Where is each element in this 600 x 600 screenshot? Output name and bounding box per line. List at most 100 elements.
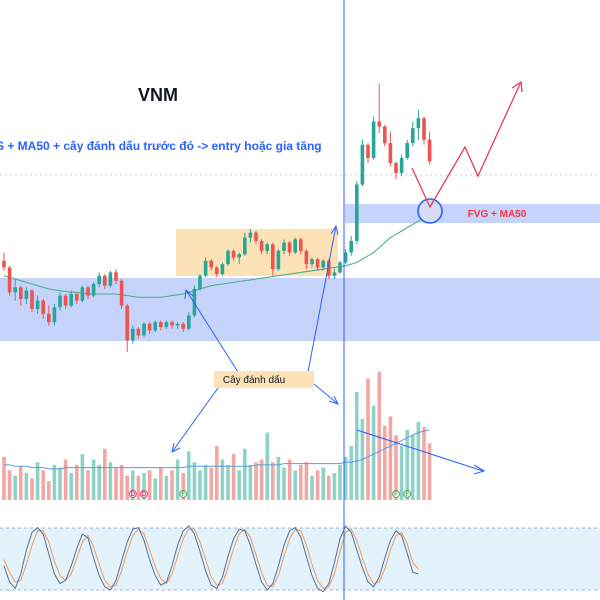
- volume-bar: [254, 462, 258, 500]
- volume-bar: [131, 470, 135, 500]
- callout-label: Cây đánh dấu: [223, 374, 285, 386]
- volume-bar: [287, 459, 292, 500]
- volume-bar: [343, 456, 348, 500]
- candle-body: [103, 275, 107, 286]
- volume-bar: [310, 475, 314, 500]
- candle-body: [192, 288, 197, 316]
- volume-bar: [175, 459, 180, 500]
- volume-bar: [136, 475, 141, 500]
- signal-marker-label: F: [181, 492, 185, 498]
- volume-bar: [243, 448, 247, 500]
- candle-body: [388, 143, 393, 163]
- volume-bar: [58, 467, 62, 500]
- volume-bar: [327, 475, 331, 500]
- volume-bar: [142, 473, 146, 500]
- candle-body: [427, 139, 432, 162]
- candle-body: [304, 250, 309, 265]
- callout-arrow-volume-right-head: [328, 395, 339, 405]
- candle-body: [338, 262, 342, 273]
- candle-body: [299, 239, 303, 251]
- volume-bar: [332, 473, 337, 500]
- candle-body: [243, 237, 247, 255]
- volume-bar: [388, 416, 393, 500]
- candle-body: [226, 250, 230, 265]
- volume-bar: [282, 467, 286, 500]
- volume-bar: [198, 470, 202, 500]
- callout-arrow-breakout-head: [330, 224, 339, 236]
- candle-body: [315, 259, 320, 268]
- candle-body: [416, 118, 421, 129]
- candle-body: [287, 242, 292, 253]
- candle-body: [153, 322, 157, 331]
- volume-bar: [349, 446, 353, 500]
- volume-bar: [399, 446, 404, 500]
- candle-body: [399, 158, 404, 173]
- volume-bar: [299, 464, 303, 500]
- volume-bar: [108, 462, 113, 500]
- volume-bar: [119, 464, 124, 500]
- candle-body: [198, 275, 202, 289]
- volume-bar: [187, 451, 191, 500]
- volume-bar: [271, 462, 275, 500]
- candle-body: [80, 287, 85, 301]
- stochastic-oscillator: [3, 525, 419, 593]
- volume-bar: [377, 371, 381, 500]
- candle-body: [35, 300, 40, 309]
- signal-marker: [392, 490, 400, 498]
- volume-bar: [164, 475, 169, 500]
- candle-body: [119, 280, 124, 306]
- volume-bar: [80, 454, 85, 500]
- candle-body: [181, 323, 185, 329]
- candle-body: [125, 305, 129, 341]
- candle-body: [86, 287, 90, 296]
- signal-marker: [179, 490, 188, 498]
- candle-body: [114, 272, 118, 281]
- candle-body: [231, 250, 236, 258]
- volume-bar: [91, 459, 96, 500]
- candle-body: [220, 264, 225, 275]
- volume-bar: [304, 462, 309, 500]
- signal-marker-label: F: [405, 492, 409, 498]
- signal-marker-label: D: [142, 492, 147, 498]
- volume-bar: [153, 478, 157, 500]
- candle-body: [142, 323, 146, 336]
- volume-bar: [41, 470, 45, 500]
- candle-body: [47, 313, 51, 323]
- candle-body: [58, 295, 62, 308]
- volume-bar: [7, 470, 12, 500]
- volume-bar: [103, 448, 107, 500]
- volume-bar: [125, 475, 129, 500]
- fvg-zone: [345, 204, 600, 223]
- volume-bar: [315, 470, 320, 500]
- candle-body: [360, 144, 365, 185]
- candle-body: [327, 260, 331, 276]
- support-zone: [0, 278, 600, 341]
- volume-bar: [147, 470, 152, 500]
- volume-bar: [97, 464, 101, 500]
- strategy-note: S + MA50 + cây đánh dấu trước đó -> entr…: [0, 139, 322, 153]
- volume-bar: [30, 478, 34, 500]
- volume-bar: [215, 446, 219, 500]
- candle-body: [248, 232, 253, 238]
- candle-body: [136, 328, 141, 336]
- candle-body: [159, 322, 163, 328]
- volume-bar: [75, 464, 79, 500]
- candle-body: [355, 184, 359, 241]
- volume-bar: [69, 473, 73, 500]
- ma50-path: [3, 213, 430, 298]
- candle-body: [30, 290, 34, 309]
- volume-bar: [226, 464, 230, 500]
- volume-bar: [209, 467, 213, 500]
- candle-body: [282, 242, 286, 251]
- signal-marker: [140, 490, 148, 498]
- volume-trend-arrowhead: [473, 464, 486, 475]
- entry-circle: [417, 198, 443, 224]
- candle-body: [69, 293, 73, 306]
- candle-body: [108, 272, 113, 286]
- candle-body: [310, 259, 314, 265]
- callout-arrow-volume-left: [171, 387, 219, 453]
- volume-bar: [422, 427, 426, 500]
- volume-bar: [2, 456, 6, 500]
- candle-body: [237, 254, 241, 258]
